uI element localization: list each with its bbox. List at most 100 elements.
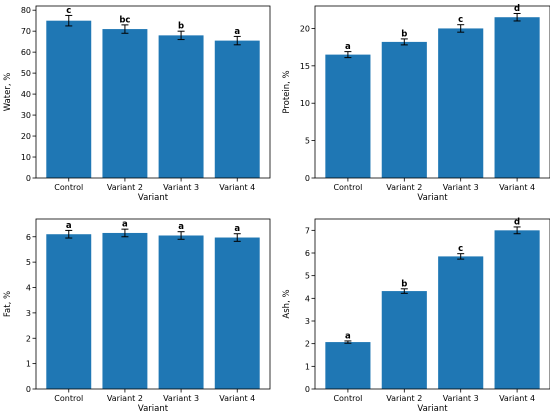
y-tick-label: 70 bbox=[21, 27, 31, 36]
error-bar bbox=[344, 340, 352, 344]
significance-label: d bbox=[514, 217, 520, 227]
y-tick-label: 5 bbox=[305, 272, 310, 281]
bar bbox=[325, 342, 371, 389]
x-tick-label: Control bbox=[54, 183, 83, 192]
error-bar bbox=[513, 12, 521, 22]
x-tick-label: Variant 2 bbox=[107, 183, 143, 192]
bar bbox=[438, 28, 484, 178]
y-axis-label: Protein, % bbox=[282, 70, 292, 113]
x-tick-label: Variant 4 bbox=[499, 394, 535, 403]
y-tick-label: 0 bbox=[26, 385, 31, 394]
bar bbox=[381, 291, 427, 389]
error-bar bbox=[65, 14, 73, 27]
bar bbox=[381, 41, 427, 178]
bar bbox=[494, 17, 540, 178]
y-tick-label: 7 bbox=[305, 226, 310, 235]
significance-label: a bbox=[234, 224, 240, 234]
x-tick-label: Variant 2 bbox=[386, 394, 422, 403]
error-bar bbox=[121, 24, 129, 34]
error-bar bbox=[233, 35, 241, 46]
error-bar bbox=[344, 51, 352, 59]
significance-label: a bbox=[178, 222, 184, 232]
error-bar bbox=[177, 30, 185, 41]
chart-panel-4: a Control b Variant 2 c Variant 3 d Variant 4 0 1… bbox=[282, 217, 550, 414]
y-axis-label: Fat, % bbox=[3, 291, 13, 317]
significance-label: a bbox=[122, 220, 128, 230]
x-tick-label: Variant 4 bbox=[219, 394, 255, 403]
bar bbox=[438, 256, 484, 389]
significance-label: b bbox=[401, 29, 407, 39]
y-tick-label: 50 bbox=[21, 69, 31, 78]
x-axis-label: Variant bbox=[417, 404, 448, 414]
y-tick-label: 4 bbox=[26, 284, 31, 293]
x-tick-label: Variant 2 bbox=[386, 183, 422, 192]
significance-label: a bbox=[234, 27, 240, 37]
y-tick-label: 5 bbox=[305, 137, 310, 146]
error-bar bbox=[513, 226, 521, 235]
y-tick-label: 0 bbox=[26, 174, 31, 183]
x-tick-label: Variant 3 bbox=[163, 394, 199, 403]
bar bbox=[494, 230, 540, 389]
y-tick-label: 60 bbox=[21, 48, 31, 57]
bar bbox=[214, 40, 260, 178]
bar bbox=[102, 232, 148, 389]
axes-frame bbox=[35, 218, 271, 390]
bar bbox=[158, 235, 204, 389]
x-tick-label: Variant 3 bbox=[163, 183, 199, 192]
x-tick-label: Variant 4 bbox=[219, 183, 255, 192]
bar bbox=[46, 234, 92, 389]
error-bar bbox=[177, 231, 185, 240]
significance-label: a bbox=[345, 331, 351, 341]
error-bar bbox=[457, 24, 465, 33]
y-tick-label: 0 bbox=[305, 385, 310, 394]
significance-label: c bbox=[458, 15, 463, 25]
y-tick-label: 2 bbox=[305, 340, 310, 349]
chart-panel-2: a Control b Variant 2 c Variant 3 d Variant 4 0 5… bbox=[282, 4, 550, 203]
bar bbox=[325, 54, 371, 178]
y-tick-label: 6 bbox=[26, 233, 31, 242]
y-tick-label: 40 bbox=[21, 90, 31, 99]
significance-label: a bbox=[66, 221, 72, 231]
bar bbox=[214, 237, 260, 389]
significance-label: c bbox=[458, 244, 463, 254]
y-tick-label: 0 bbox=[305, 174, 310, 183]
y-tick-label: 10 bbox=[21, 153, 31, 162]
axes-frame bbox=[314, 5, 550, 179]
significance-label: bc bbox=[119, 15, 130, 25]
x-tick-label: Variant 2 bbox=[107, 394, 143, 403]
significance-label: c bbox=[66, 6, 71, 16]
y-tick-label: 15 bbox=[300, 62, 310, 71]
x-tick-label: Control bbox=[54, 394, 83, 403]
error-bar bbox=[65, 229, 73, 239]
x-tick-label: Control bbox=[333, 394, 362, 403]
y-tick-label: 1 bbox=[305, 362, 310, 371]
y-tick-label: 2 bbox=[26, 334, 31, 343]
y-tick-label: 3 bbox=[305, 317, 310, 326]
error-bar bbox=[457, 253, 465, 260]
y-axis-label: Water, % bbox=[3, 73, 13, 112]
error-bar bbox=[121, 228, 129, 238]
bar bbox=[46, 20, 92, 179]
chart-panel-3: a Control a Variant 2 a Variant 3 a Variant 4 0 1… bbox=[3, 218, 271, 414]
y-tick-label: 6 bbox=[305, 249, 310, 258]
y-tick-label: 20 bbox=[300, 24, 310, 33]
y-tick-label: 5 bbox=[26, 258, 31, 267]
significance-label: b bbox=[178, 22, 184, 32]
x-axis-label: Variant bbox=[417, 193, 448, 203]
axes-frame bbox=[314, 218, 550, 390]
x-tick-label: Variant 3 bbox=[443, 183, 479, 192]
significance-label: b bbox=[401, 279, 407, 289]
bar bbox=[158, 35, 204, 179]
error-bar bbox=[400, 38, 408, 46]
significance-label: d bbox=[514, 4, 520, 14]
x-tick-label: Control bbox=[333, 183, 362, 192]
error-bar bbox=[400, 288, 408, 294]
x-tick-label: Variant 3 bbox=[443, 394, 479, 403]
x-axis-label: Variant bbox=[138, 404, 169, 414]
y-tick-label: 4 bbox=[305, 294, 310, 303]
significance-label: a bbox=[345, 42, 351, 52]
y-tick-label: 1 bbox=[26, 360, 31, 369]
y-tick-label: 80 bbox=[21, 6, 31, 15]
chart-panel-1: c Control bc Variant 2 b Variant 3 a Variant 4 0… bbox=[3, 5, 271, 203]
error-bar bbox=[233, 233, 241, 242]
